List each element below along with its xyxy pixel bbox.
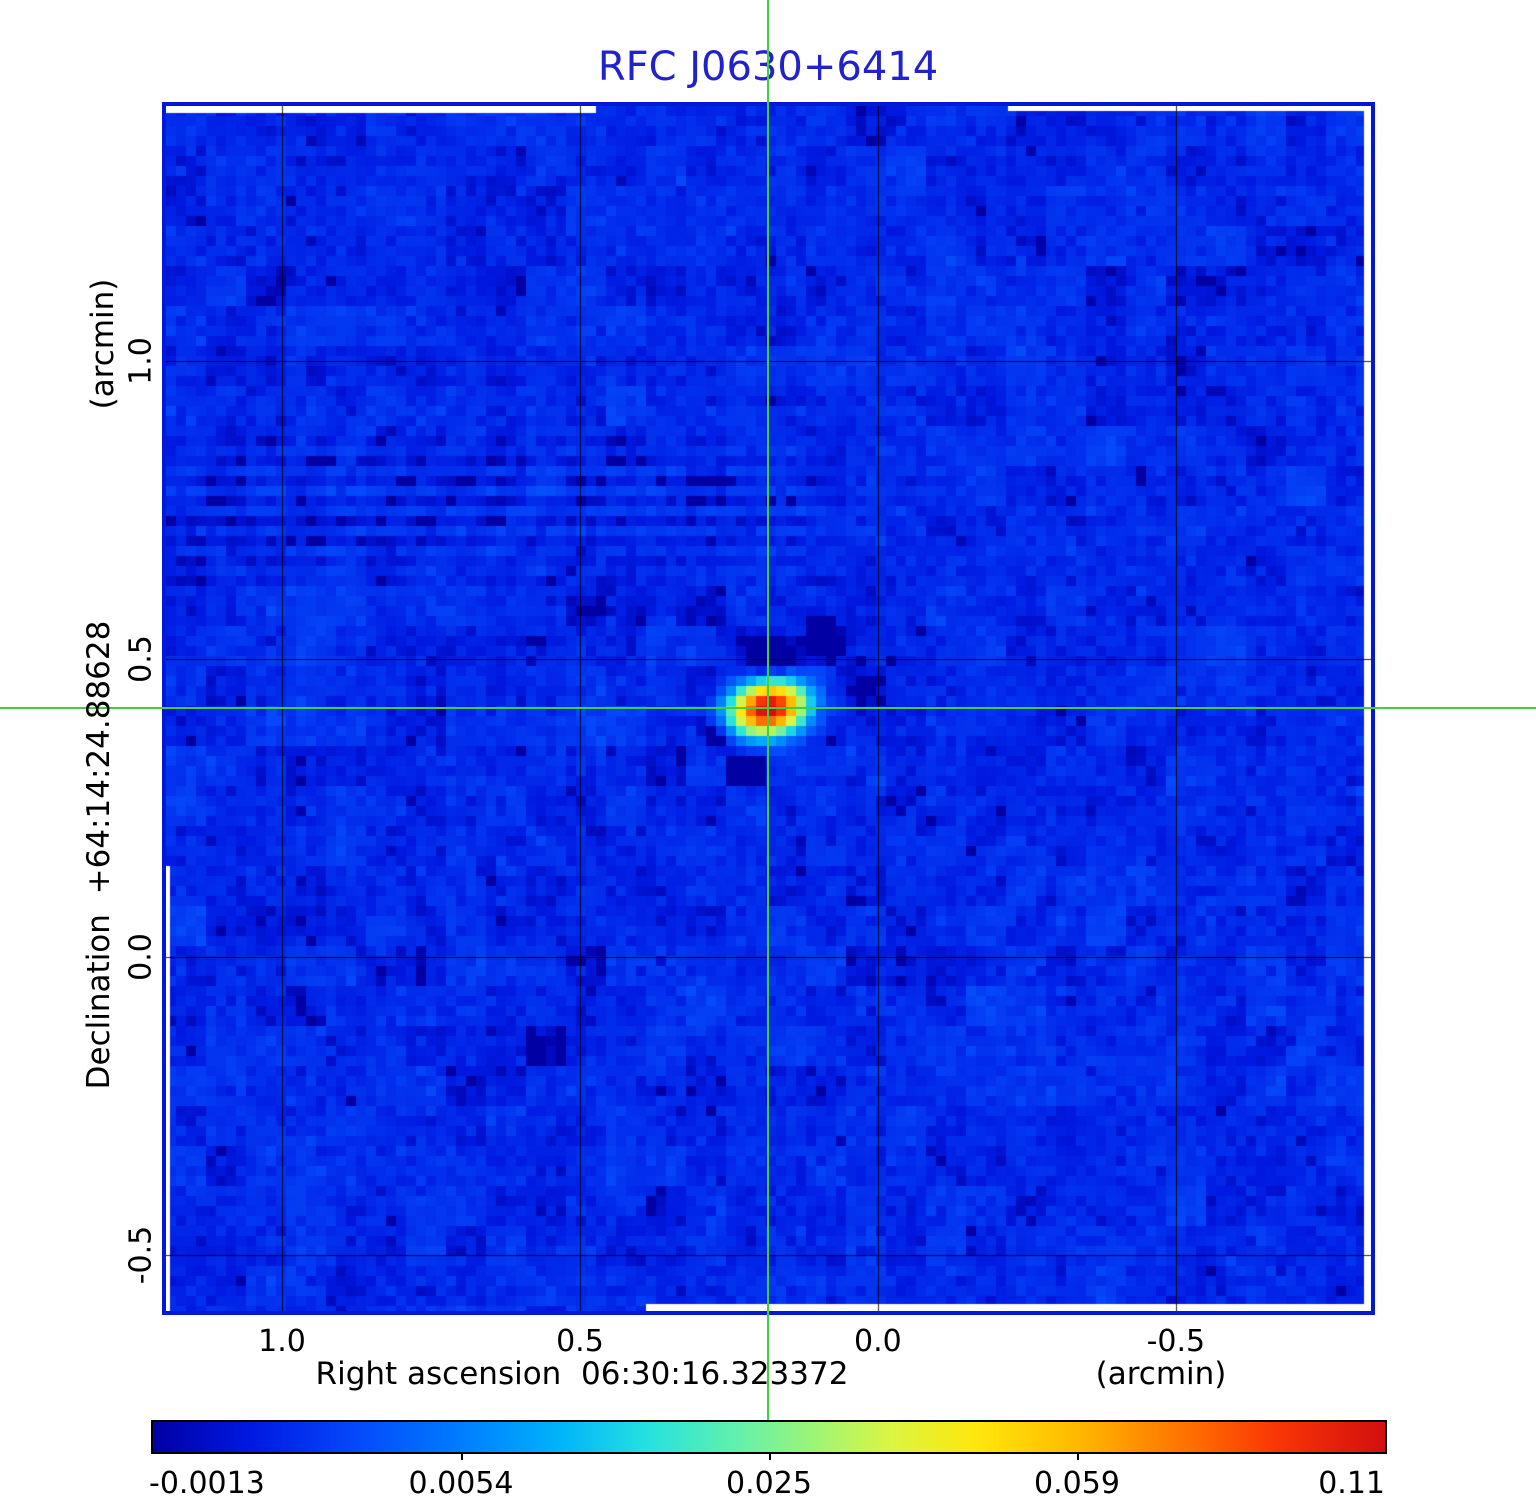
y-tick-label: 1.0 — [123, 337, 159, 385]
radio-map-canvas — [166, 106, 1371, 1311]
colorbar-value-label: 0.025 — [726, 1466, 812, 1501]
figure-title: RFC J0630+6414 — [597, 44, 939, 90]
x-tick-label: 0.0 — [854, 1324, 902, 1359]
colorbar-tick — [769, 1452, 771, 1460]
y-tick-label: 0.5 — [123, 634, 159, 683]
colorbar-tick — [1077, 1452, 1079, 1460]
colorbar-value-label: 0.11 — [1318, 1466, 1385, 1501]
y-axis-unit-label: (arcmin) — [85, 278, 121, 410]
colorbar-value-label: 0.0054 — [408, 1466, 514, 1501]
x-axis-unit-label: (arcmin) — [1095, 1356, 1227, 1392]
colorbar-value-label: -0.0013 — [149, 1466, 265, 1501]
x-tick-label: -0.5 — [1146, 1324, 1206, 1359]
x-tick-label: 1.0 — [258, 1324, 306, 1359]
colorbar — [151, 1420, 1387, 1454]
y-tick-label: -0.5 — [123, 1225, 159, 1285]
colorbar-tick — [461, 1452, 463, 1460]
x-axis-title: Right ascension 06:30:16.323372 — [315, 1356, 849, 1392]
y-tick-label: 0.0 — [123, 932, 159, 981]
y-axis-title: Declination +64:14:24.88628 — [81, 620, 117, 1090]
x-tick-label: 0.5 — [556, 1324, 604, 1359]
colorbar-value-label: 0.059 — [1034, 1466, 1120, 1501]
